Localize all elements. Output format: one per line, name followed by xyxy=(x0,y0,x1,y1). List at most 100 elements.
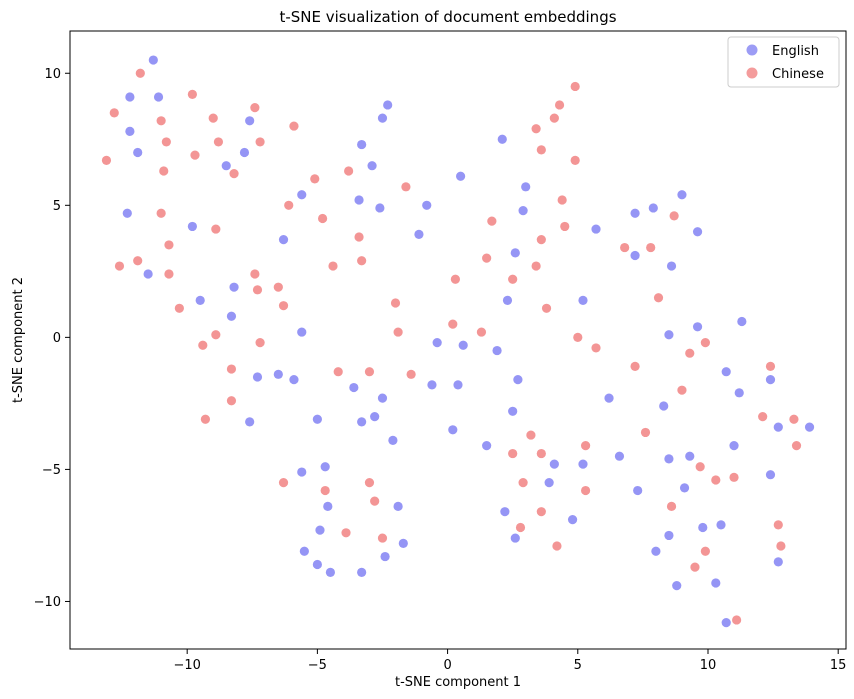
point-english xyxy=(393,501,403,511)
y-tick-label: −10 xyxy=(34,595,61,610)
point-chinese xyxy=(580,485,591,496)
point-english xyxy=(765,375,776,385)
point-chinese xyxy=(159,166,169,176)
point-chinese xyxy=(536,448,546,459)
point-english xyxy=(456,171,466,181)
x-tick-label: −5 xyxy=(308,658,327,673)
point-english xyxy=(432,338,442,348)
point-english xyxy=(500,507,510,517)
point-english xyxy=(698,522,708,533)
point-english xyxy=(312,559,322,570)
point-chinese xyxy=(320,485,330,496)
point-english xyxy=(125,92,135,102)
point-chinese xyxy=(250,269,260,279)
point-english xyxy=(502,295,513,305)
point-chinese xyxy=(573,332,583,342)
y-tick-label: 0 xyxy=(53,331,61,346)
point-chinese xyxy=(508,274,518,284)
point-chinese xyxy=(536,507,546,517)
point-chinese xyxy=(354,232,364,242)
point-chinese xyxy=(541,303,552,313)
point-chinese xyxy=(669,211,679,221)
point-chinese xyxy=(570,81,580,92)
axes-layer: −10 −5 0 5 10 15 −10 −5 0 5 10 xyxy=(34,67,847,673)
point-chinese xyxy=(364,367,375,377)
point-chinese xyxy=(732,615,742,625)
point-english xyxy=(659,401,669,411)
point-chinese xyxy=(508,448,518,459)
point-chinese xyxy=(211,330,221,340)
point-chinese xyxy=(135,68,145,78)
point-english xyxy=(398,538,408,548)
point-chinese xyxy=(531,124,541,134)
point-chinese xyxy=(289,121,299,131)
point-english xyxy=(651,546,661,556)
legend-label-english: English xyxy=(772,44,819,59)
point-chinese xyxy=(690,562,700,572)
y-axis-label: t-SNE component 2 xyxy=(11,277,26,403)
point-english xyxy=(773,422,783,432)
point-chinese xyxy=(711,475,721,485)
point-english xyxy=(375,203,385,213)
point-english xyxy=(521,182,531,192)
point-english xyxy=(578,459,588,469)
point-chinese xyxy=(341,528,351,538)
point-english xyxy=(804,422,815,432)
point-english xyxy=(497,134,507,144)
point-english xyxy=(508,406,518,416)
point-english xyxy=(458,340,468,350)
point-english xyxy=(510,533,520,543)
point-chinese xyxy=(560,221,570,232)
point-english xyxy=(312,414,322,424)
point-chinese xyxy=(156,116,166,126)
point-english xyxy=(492,345,502,356)
point-english xyxy=(679,483,690,493)
point-english xyxy=(245,417,255,427)
point-english xyxy=(377,393,388,403)
point-chinese xyxy=(591,343,601,353)
point-english xyxy=(273,369,283,379)
point-english xyxy=(664,530,674,541)
point-english xyxy=(354,195,364,205)
point-chinese xyxy=(255,338,265,348)
point-chinese xyxy=(552,541,562,551)
point-chinese xyxy=(101,155,112,166)
point-chinese xyxy=(554,100,565,110)
point-chinese xyxy=(114,261,125,271)
point-chinese xyxy=(773,520,783,530)
point-english xyxy=(320,462,330,472)
point-english xyxy=(729,441,739,451)
x-tick-label: 0 xyxy=(443,658,451,673)
plot-frame xyxy=(69,30,847,650)
point-english xyxy=(315,525,325,535)
legend-marker-chinese xyxy=(746,67,758,79)
point-english xyxy=(380,551,390,562)
point-english xyxy=(614,451,625,461)
point-chinese xyxy=(685,348,695,358)
point-english xyxy=(692,227,703,237)
point-chinese xyxy=(252,285,263,295)
point-chinese xyxy=(791,441,802,451)
point-english xyxy=(133,147,143,158)
point-english xyxy=(567,514,578,525)
point-english xyxy=(721,617,731,628)
point-english xyxy=(513,375,523,385)
point-english xyxy=(716,520,726,530)
point-english xyxy=(278,235,289,245)
y-tick-label: −5 xyxy=(42,463,61,478)
point-chinese xyxy=(229,169,239,179)
point-english xyxy=(544,478,554,488)
point-english xyxy=(187,221,197,232)
point-english xyxy=(765,470,776,480)
point-chinese xyxy=(226,364,237,374)
point-chinese xyxy=(776,541,786,551)
point-chinese xyxy=(133,256,143,266)
point-chinese xyxy=(518,478,528,488)
point-english xyxy=(122,208,132,218)
point-english xyxy=(125,126,135,136)
point-chinese xyxy=(273,282,283,292)
point-english xyxy=(604,393,614,403)
point-chinese xyxy=(226,396,237,406)
point-chinese xyxy=(198,340,208,350)
point-english xyxy=(153,92,164,102)
